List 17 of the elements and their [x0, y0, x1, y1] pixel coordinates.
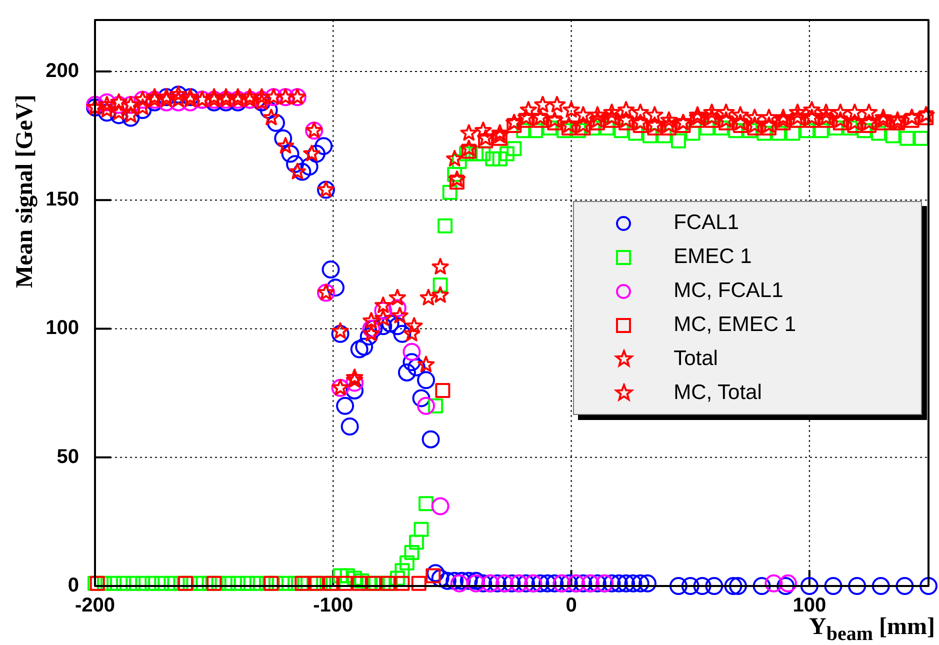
legend-label: MC, Total [674, 381, 762, 406]
y-tick-label: 150 [46, 188, 79, 211]
x-tick-label: 100 [792, 594, 826, 617]
y-tick-label: 50 [56, 446, 79, 468]
legend-label: EMEC 1 [674, 245, 752, 270]
y-tick-label: 0 [68, 574, 79, 597]
y-tick-label: 100 [46, 317, 79, 340]
x-tick-label: 0 [566, 594, 577, 617]
legend-label: MC, FCAL1 [674, 279, 784, 304]
legend-label: Total [674, 347, 718, 372]
x-tick-label: -100 [313, 594, 354, 617]
x-axis-title: Y$_{beam}$ [mm] [809, 614, 935, 645]
y-tick-label: 200 [46, 60, 79, 82]
legend-label: MC, EMEC 1 [674, 313, 796, 338]
legend-label: FCAL1 [674, 211, 739, 236]
y-axis-title: Mean signal [GeV] [12, 94, 39, 288]
x-tick-label: -200 [74, 594, 116, 617]
